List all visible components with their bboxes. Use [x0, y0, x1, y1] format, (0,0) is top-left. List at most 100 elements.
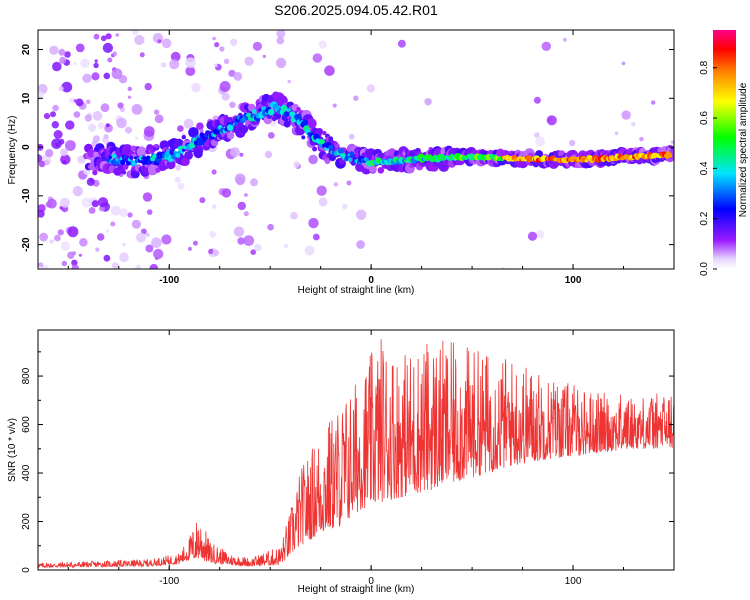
noise-blob [80, 58, 90, 68]
noise-blob [103, 254, 111, 262]
noise-blob [64, 51, 71, 58]
noise-blob [52, 61, 62, 72]
ridge-halo [377, 167, 385, 174]
ridge-halo [166, 160, 176, 170]
noise-blob [533, 96, 541, 104]
noise-blob [212, 249, 220, 256]
noise-blob [651, 100, 656, 105]
noise-blob [631, 122, 636, 127]
noise-blob [58, 86, 64, 92]
noise-blob [199, 197, 206, 204]
noise-blob [208, 248, 214, 255]
noise-blob [54, 234, 61, 242]
noise-blob [58, 48, 66, 56]
noise-blob [161, 38, 172, 49]
noise-blob [67, 251, 75, 259]
noise-blob [670, 140, 674, 144]
colorbar-tick-label: 0.4 [699, 161, 710, 175]
noise-blob [49, 239, 54, 244]
noise-blob [100, 103, 110, 113]
noise-blob [169, 59, 180, 70]
noise-blob [112, 51, 118, 57]
noise-blob [127, 212, 133, 218]
noise-blob [39, 232, 48, 242]
noise-blob [212, 204, 217, 209]
noise-blob [250, 249, 256, 255]
noise-blob [276, 36, 285, 45]
noise-blob [541, 41, 551, 51]
noise-blob [254, 243, 262, 252]
ridge-core [284, 111, 290, 117]
ridge-halo [324, 158, 331, 165]
colorbar-tick-label: 0.6 [699, 111, 710, 125]
snr-ytick-label: 0 [21, 567, 32, 573]
noise-blob [284, 243, 289, 248]
noise-blob [134, 34, 145, 46]
colorbar-tick-label: 0.0 [699, 262, 710, 276]
noise-blob [125, 126, 132, 134]
noise-blob [187, 246, 192, 251]
noise-blob [72, 186, 83, 197]
noise-blob [568, 139, 576, 147]
ridge-core [288, 108, 292, 112]
noise-blob [212, 36, 216, 41]
noise-blob [154, 114, 164, 124]
snr-ytick-label: 600 [21, 416, 32, 433]
noise-blob [230, 38, 238, 46]
noise-blob [139, 52, 145, 58]
noise-blob [116, 117, 127, 129]
noise-blob [192, 240, 198, 246]
noise-blob [38, 90, 44, 100]
noise-blob [239, 152, 244, 157]
noise-blob [316, 185, 327, 196]
noise-blob [177, 182, 185, 190]
noise-blob [51, 121, 59, 129]
noise-blob [46, 198, 57, 209]
noise-blob [250, 178, 258, 187]
noise-blob [276, 30, 286, 39]
spectrogram-ytick-label: 10 [21, 92, 32, 104]
noise-blob [535, 136, 545, 147]
noise-blob [84, 114, 92, 122]
ridge-core [108, 155, 112, 159]
noise-blob [71, 264, 79, 269]
ridge-core [351, 155, 355, 158]
noise-blob [61, 260, 67, 267]
ridge-core [328, 144, 334, 150]
noise-blob [81, 197, 92, 208]
noise-blob [105, 33, 112, 40]
noise-blob [213, 63, 218, 68]
spectrogram-xtick-label: 0 [368, 275, 374, 286]
noise-blob [145, 244, 154, 253]
noise-blob [93, 62, 99, 69]
noise-blob [219, 81, 231, 92]
ridge-core [251, 109, 257, 114]
noise-blob [59, 197, 70, 208]
noise-blob [136, 232, 146, 243]
ridge-halo [181, 135, 186, 140]
ridge-halo [188, 127, 199, 138]
ridge-core [348, 157, 353, 162]
noise-blob [88, 207, 96, 214]
noise-blob [185, 57, 196, 68]
noise-blob [53, 130, 63, 139]
noise-blob [73, 61, 77, 66]
noise-blob [214, 42, 220, 48]
noise-blob [244, 193, 248, 197]
noise-blob [57, 229, 64, 236]
noise-blob [131, 219, 141, 229]
noise-blob [115, 33, 120, 37]
ridge-core [177, 150, 181, 154]
noise-blob [353, 95, 359, 101]
snr-frame [37, 329, 675, 571]
colorbar-gradient [713, 30, 736, 269]
ridge-halo [136, 146, 147, 157]
noise-blob [562, 37, 567, 42]
ridge-core [294, 113, 302, 121]
noise-blob [424, 98, 432, 106]
spectrogram-ytick-label: -10 [21, 188, 32, 203]
noise-blob [233, 226, 245, 237]
noise-blob [86, 177, 95, 186]
